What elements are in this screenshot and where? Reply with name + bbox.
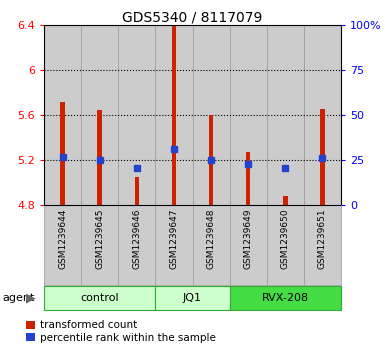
Text: GSM1239645: GSM1239645: [95, 208, 104, 269]
Bar: [267, 25, 304, 205]
Bar: [246, 152, 251, 205]
Text: GSM1239648: GSM1239648: [206, 208, 216, 269]
Bar: [192, 205, 229, 285]
Bar: [134, 177, 139, 205]
Bar: [209, 115, 213, 205]
Bar: [156, 286, 229, 310]
Bar: [119, 205, 156, 285]
Bar: [283, 196, 288, 205]
Bar: [44, 205, 81, 285]
Text: GSM1239651: GSM1239651: [318, 208, 327, 269]
Bar: [44, 286, 156, 310]
Text: JQ1: JQ1: [183, 293, 202, 303]
Bar: [81, 205, 119, 285]
Bar: [320, 109, 325, 205]
Bar: [267, 205, 304, 285]
Bar: [304, 205, 341, 285]
Bar: [156, 205, 192, 285]
Text: GSM1239649: GSM1239649: [244, 208, 253, 269]
Bar: [229, 25, 266, 205]
Bar: [229, 286, 341, 310]
Bar: [192, 25, 229, 205]
Bar: [60, 102, 65, 205]
Text: GSM1239646: GSM1239646: [132, 208, 141, 269]
Text: ▶: ▶: [26, 291, 35, 305]
Text: control: control: [80, 293, 119, 303]
Bar: [304, 25, 341, 205]
Text: GSM1239647: GSM1239647: [169, 208, 179, 269]
Bar: [81, 25, 119, 205]
Text: RVX-208: RVX-208: [261, 293, 309, 303]
Text: GSM1239650: GSM1239650: [281, 208, 290, 269]
Text: agent: agent: [2, 293, 34, 303]
Bar: [119, 25, 156, 205]
Legend: transformed count, percentile rank within the sample: transformed count, percentile rank withi…: [25, 319, 217, 344]
Bar: [97, 110, 102, 205]
Bar: [44, 25, 81, 205]
Bar: [229, 205, 266, 285]
Bar: [172, 25, 176, 205]
Text: GSM1239644: GSM1239644: [58, 208, 67, 269]
Title: GDS5340 / 8117079: GDS5340 / 8117079: [122, 10, 263, 24]
Bar: [156, 25, 192, 205]
